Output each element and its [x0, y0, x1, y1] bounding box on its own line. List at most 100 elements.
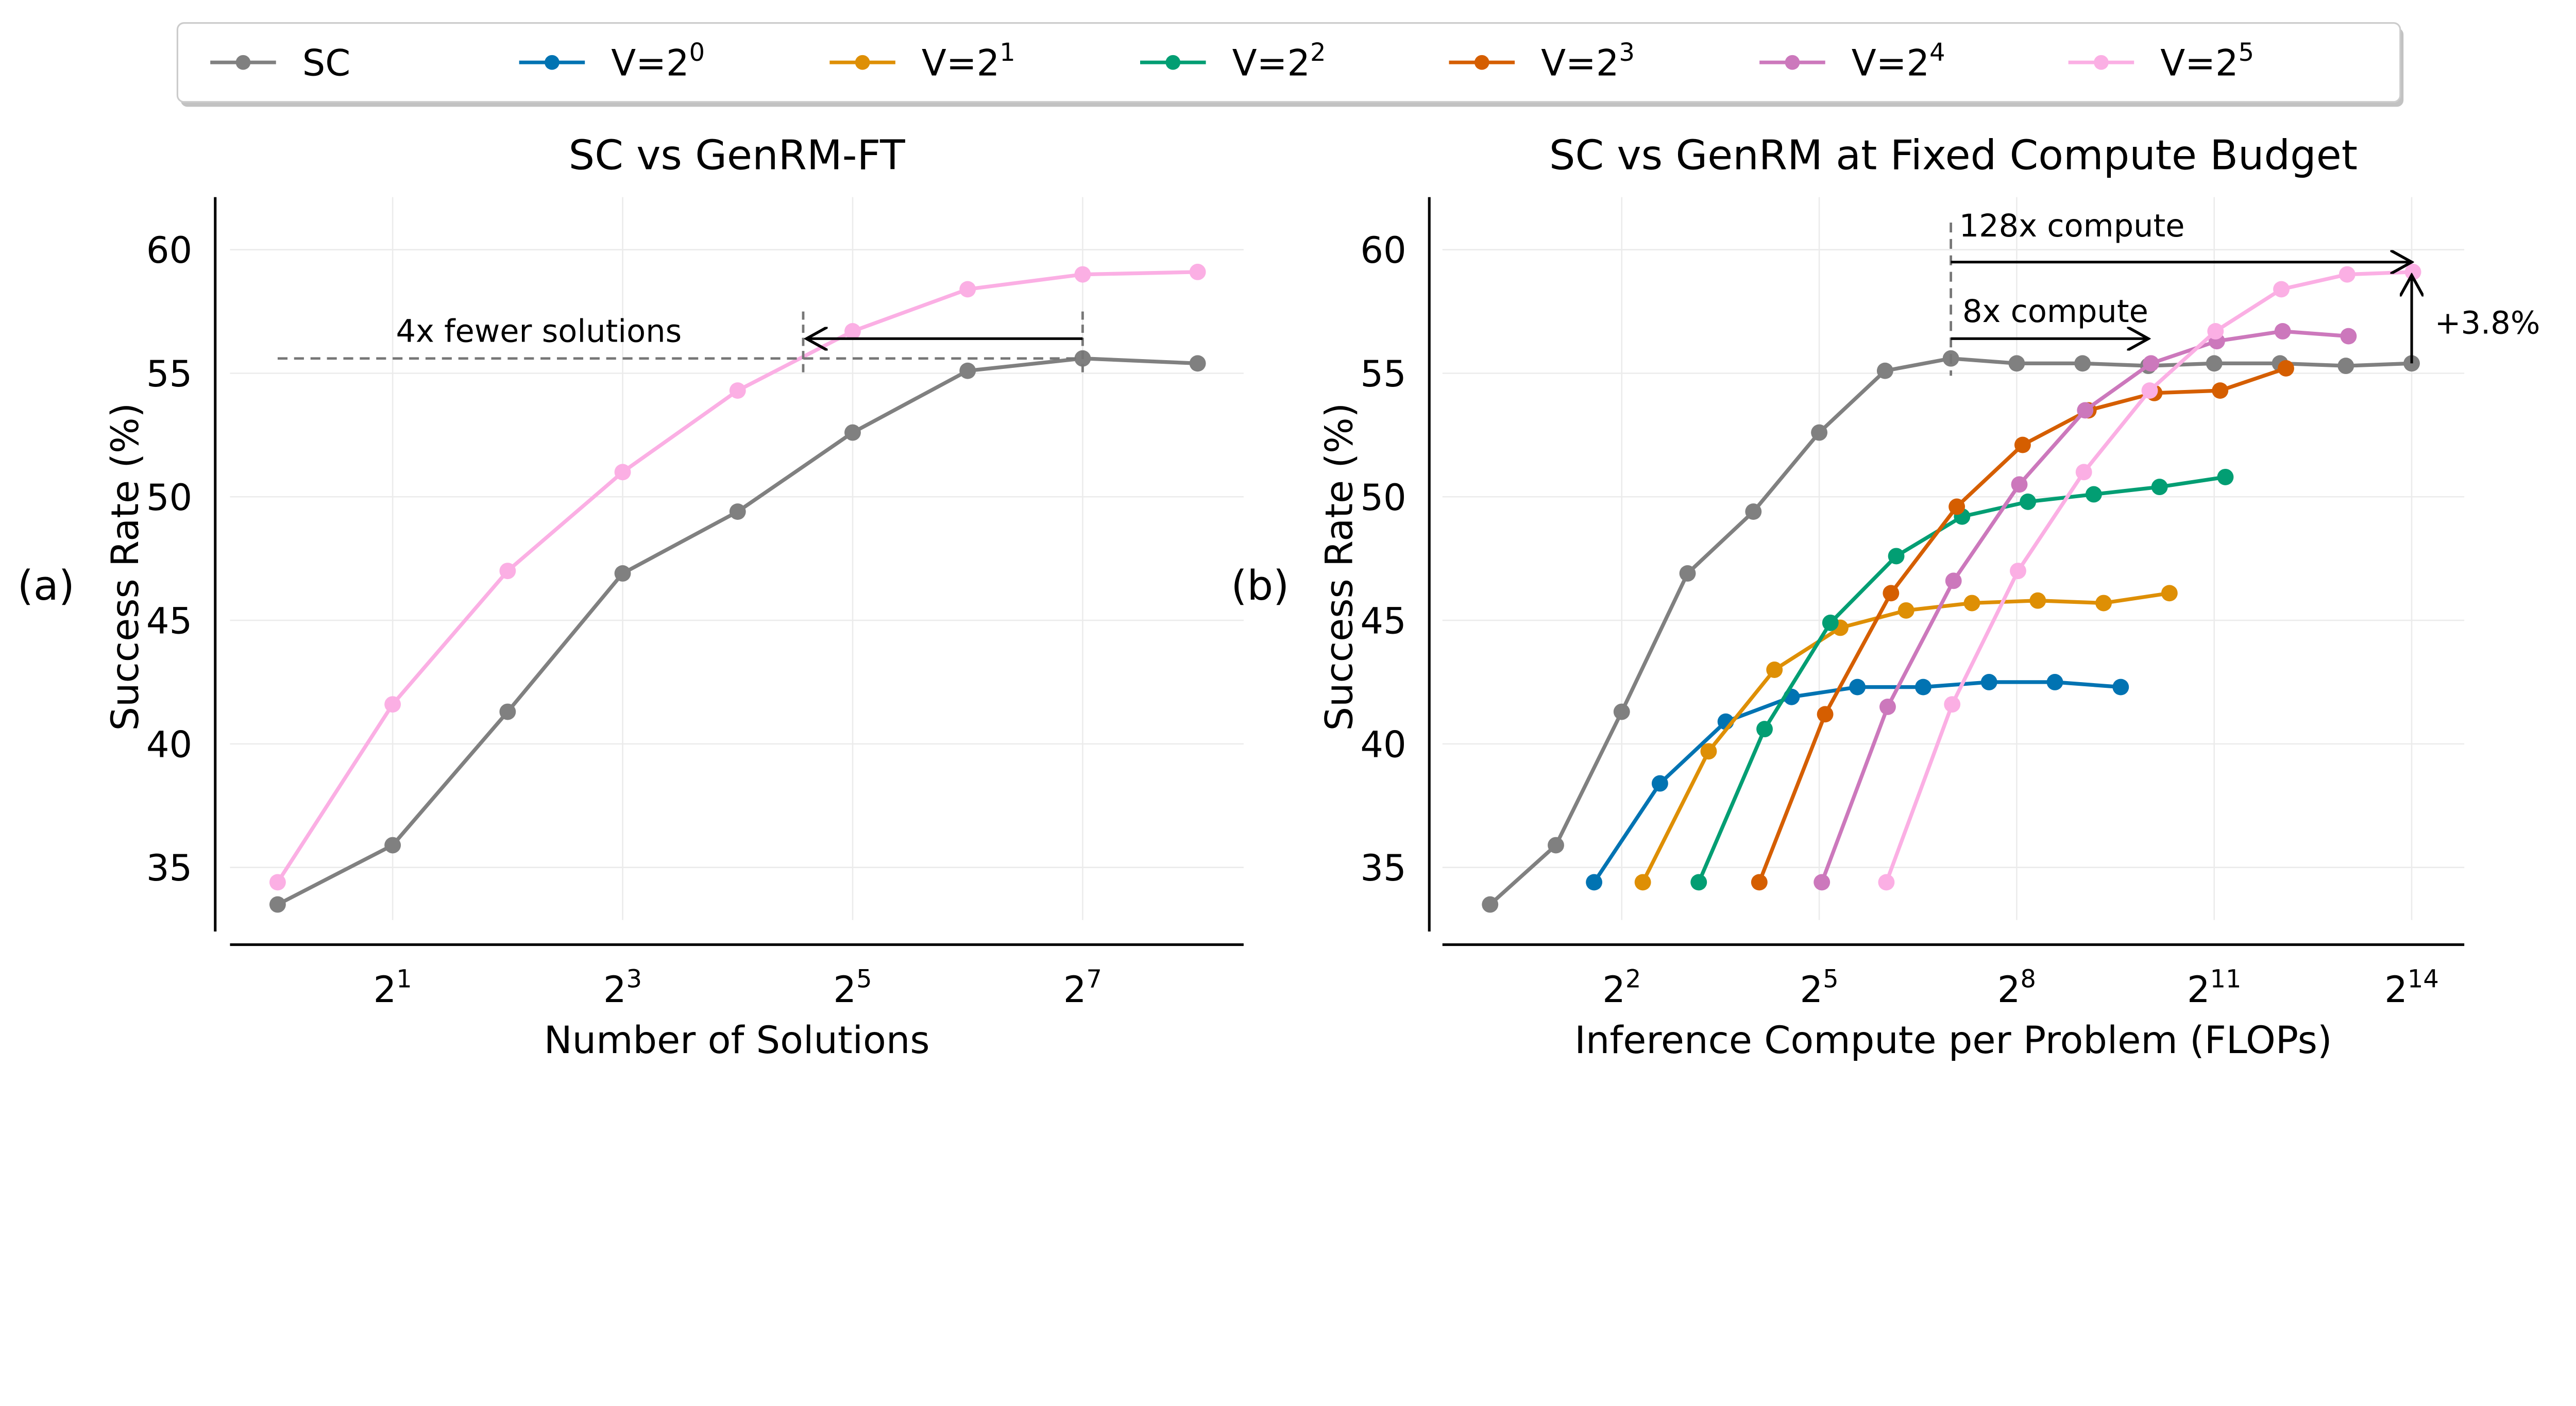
- data-point: [614, 464, 631, 481]
- data-point: [2217, 468, 2234, 485]
- data-point: [1944, 696, 1961, 713]
- annotation-text: 4x fewer solutions: [396, 313, 682, 349]
- data-point: [1634, 874, 1651, 891]
- x-tick-label-exp: 3: [626, 965, 642, 993]
- data-point: [614, 565, 631, 582]
- figure: SC V=20 V=21 V=22 V=23 V=24 V=25 3540455055602…: [18, 22, 2540, 1062]
- data-point: [2077, 402, 2094, 419]
- y-tick-label: 40: [1360, 723, 1406, 766]
- data-point: [1879, 698, 1896, 715]
- legend-entry-2: V=21: [829, 39, 1015, 84]
- x-tick-label: 23: [603, 965, 642, 1011]
- data-point: [2161, 585, 2178, 602]
- series-sc: [269, 350, 1206, 913]
- data-point: [1690, 874, 1707, 891]
- series-line: [1697, 475, 2226, 883]
- x-tick-label-exp: 5: [856, 965, 872, 993]
- data-point: [2338, 266, 2355, 283]
- legend: SC V=20 V=21 V=22 V=23 V=24 V=25: [176, 22, 2404, 107]
- series-line: [1641, 591, 2170, 884]
- annotation-text-128x: 128x compute: [1959, 208, 2185, 244]
- data-point: [2206, 355, 2223, 372]
- series-v-2-2: [1690, 468, 2234, 891]
- data-point: [1074, 266, 1091, 283]
- data-point: [1888, 548, 1905, 565]
- x-tick-label: 22: [1602, 965, 1641, 1011]
- x-tick-label-exp: 5: [1823, 965, 1838, 993]
- data-point: [269, 896, 286, 913]
- x-tick-label-base: 2: [1800, 969, 1823, 1011]
- data-point: [1876, 362, 1893, 379]
- panel-label: (a): [18, 562, 75, 609]
- legend-label-text: V=2: [1232, 42, 1310, 84]
- data-point: [2337, 358, 2354, 375]
- legend-marker: [855, 55, 870, 70]
- series-sc: [1482, 350, 2420, 913]
- x-tick-label-exp: 1: [396, 965, 412, 993]
- data-point: [1814, 874, 1831, 891]
- x-tick-label-exp: 11: [2210, 965, 2242, 993]
- data-point: [2274, 323, 2291, 340]
- data-point: [2008, 355, 2025, 372]
- legend-label-sup: 3: [1619, 39, 1634, 67]
- legend-marker: [2094, 55, 2109, 70]
- data-point: [844, 323, 861, 340]
- x-tick-label-base: 2: [833, 969, 856, 1011]
- data-point: [2207, 323, 2224, 340]
- data-point: [1700, 743, 1717, 760]
- legend-entry-5: V=24: [1759, 39, 1945, 84]
- data-point: [499, 703, 516, 720]
- y-tick-label: 55: [1360, 353, 1406, 395]
- series-v-2-1: [1634, 585, 2178, 891]
- legend-label: V=20: [611, 39, 705, 84]
- legend-entry-1: V=20: [519, 39, 705, 84]
- data-point: [2075, 464, 2092, 481]
- x-tick-label-exp: 7: [1087, 965, 1102, 993]
- data-point: [1751, 874, 1768, 891]
- x-tick-label-base: 2: [603, 969, 626, 1011]
- x-tick-label: 21: [374, 965, 412, 1011]
- y-tick-label: 60: [1360, 229, 1406, 272]
- data-point: [2141, 382, 2158, 399]
- legend-label: V=24: [1852, 39, 1945, 84]
- series-line: [276, 270, 1198, 884]
- legend-label: V=21: [922, 39, 1015, 84]
- data-point: [844, 424, 861, 441]
- legend-marker: [1785, 55, 1800, 70]
- x-tick-label: 211: [2187, 965, 2242, 1011]
- legend-label-sup: 2: [1310, 39, 1326, 67]
- y-tick-label: 35: [146, 847, 192, 889]
- legend-label-text: V=2: [2160, 42, 2238, 84]
- legend-label: V=22: [1232, 39, 1326, 84]
- data-point: [1897, 602, 1914, 619]
- data-point: [1189, 263, 1206, 280]
- legend-entry-4: V=23: [1449, 39, 1635, 84]
- legend-label-text: V=2: [611, 42, 689, 84]
- y-tick-label: 40: [146, 723, 192, 766]
- chart-title: SC vs GenRM-FT: [569, 131, 905, 179]
- y-tick-label: 60: [146, 229, 192, 272]
- data-point: [1613, 703, 1630, 720]
- x-tick-label-base: 2: [374, 969, 397, 1011]
- y-tick-label: 45: [146, 600, 192, 642]
- data-point: [1651, 775, 1668, 792]
- y-tick-label: 50: [1360, 477, 1406, 519]
- data-point: [1811, 424, 1828, 441]
- y-tick-label: 45: [1360, 600, 1406, 642]
- data-point: [1883, 585, 1900, 602]
- y-tick-label: 55: [146, 353, 192, 395]
- series-line: [1488, 357, 2412, 906]
- panel-label: (b): [1231, 562, 1289, 609]
- data-point: [2112, 679, 2129, 696]
- data-point: [2085, 486, 2102, 503]
- x-tick-label: 25: [833, 965, 872, 1011]
- data-point: [2340, 328, 2357, 345]
- legend-label-text: SC: [302, 42, 351, 84]
- data-point: [1878, 874, 1895, 891]
- series-v-2-4: [1814, 323, 2357, 891]
- data-point: [2029, 592, 2046, 609]
- series-v-2-3: [1751, 360, 2294, 891]
- y-tick-label: 50: [146, 477, 192, 519]
